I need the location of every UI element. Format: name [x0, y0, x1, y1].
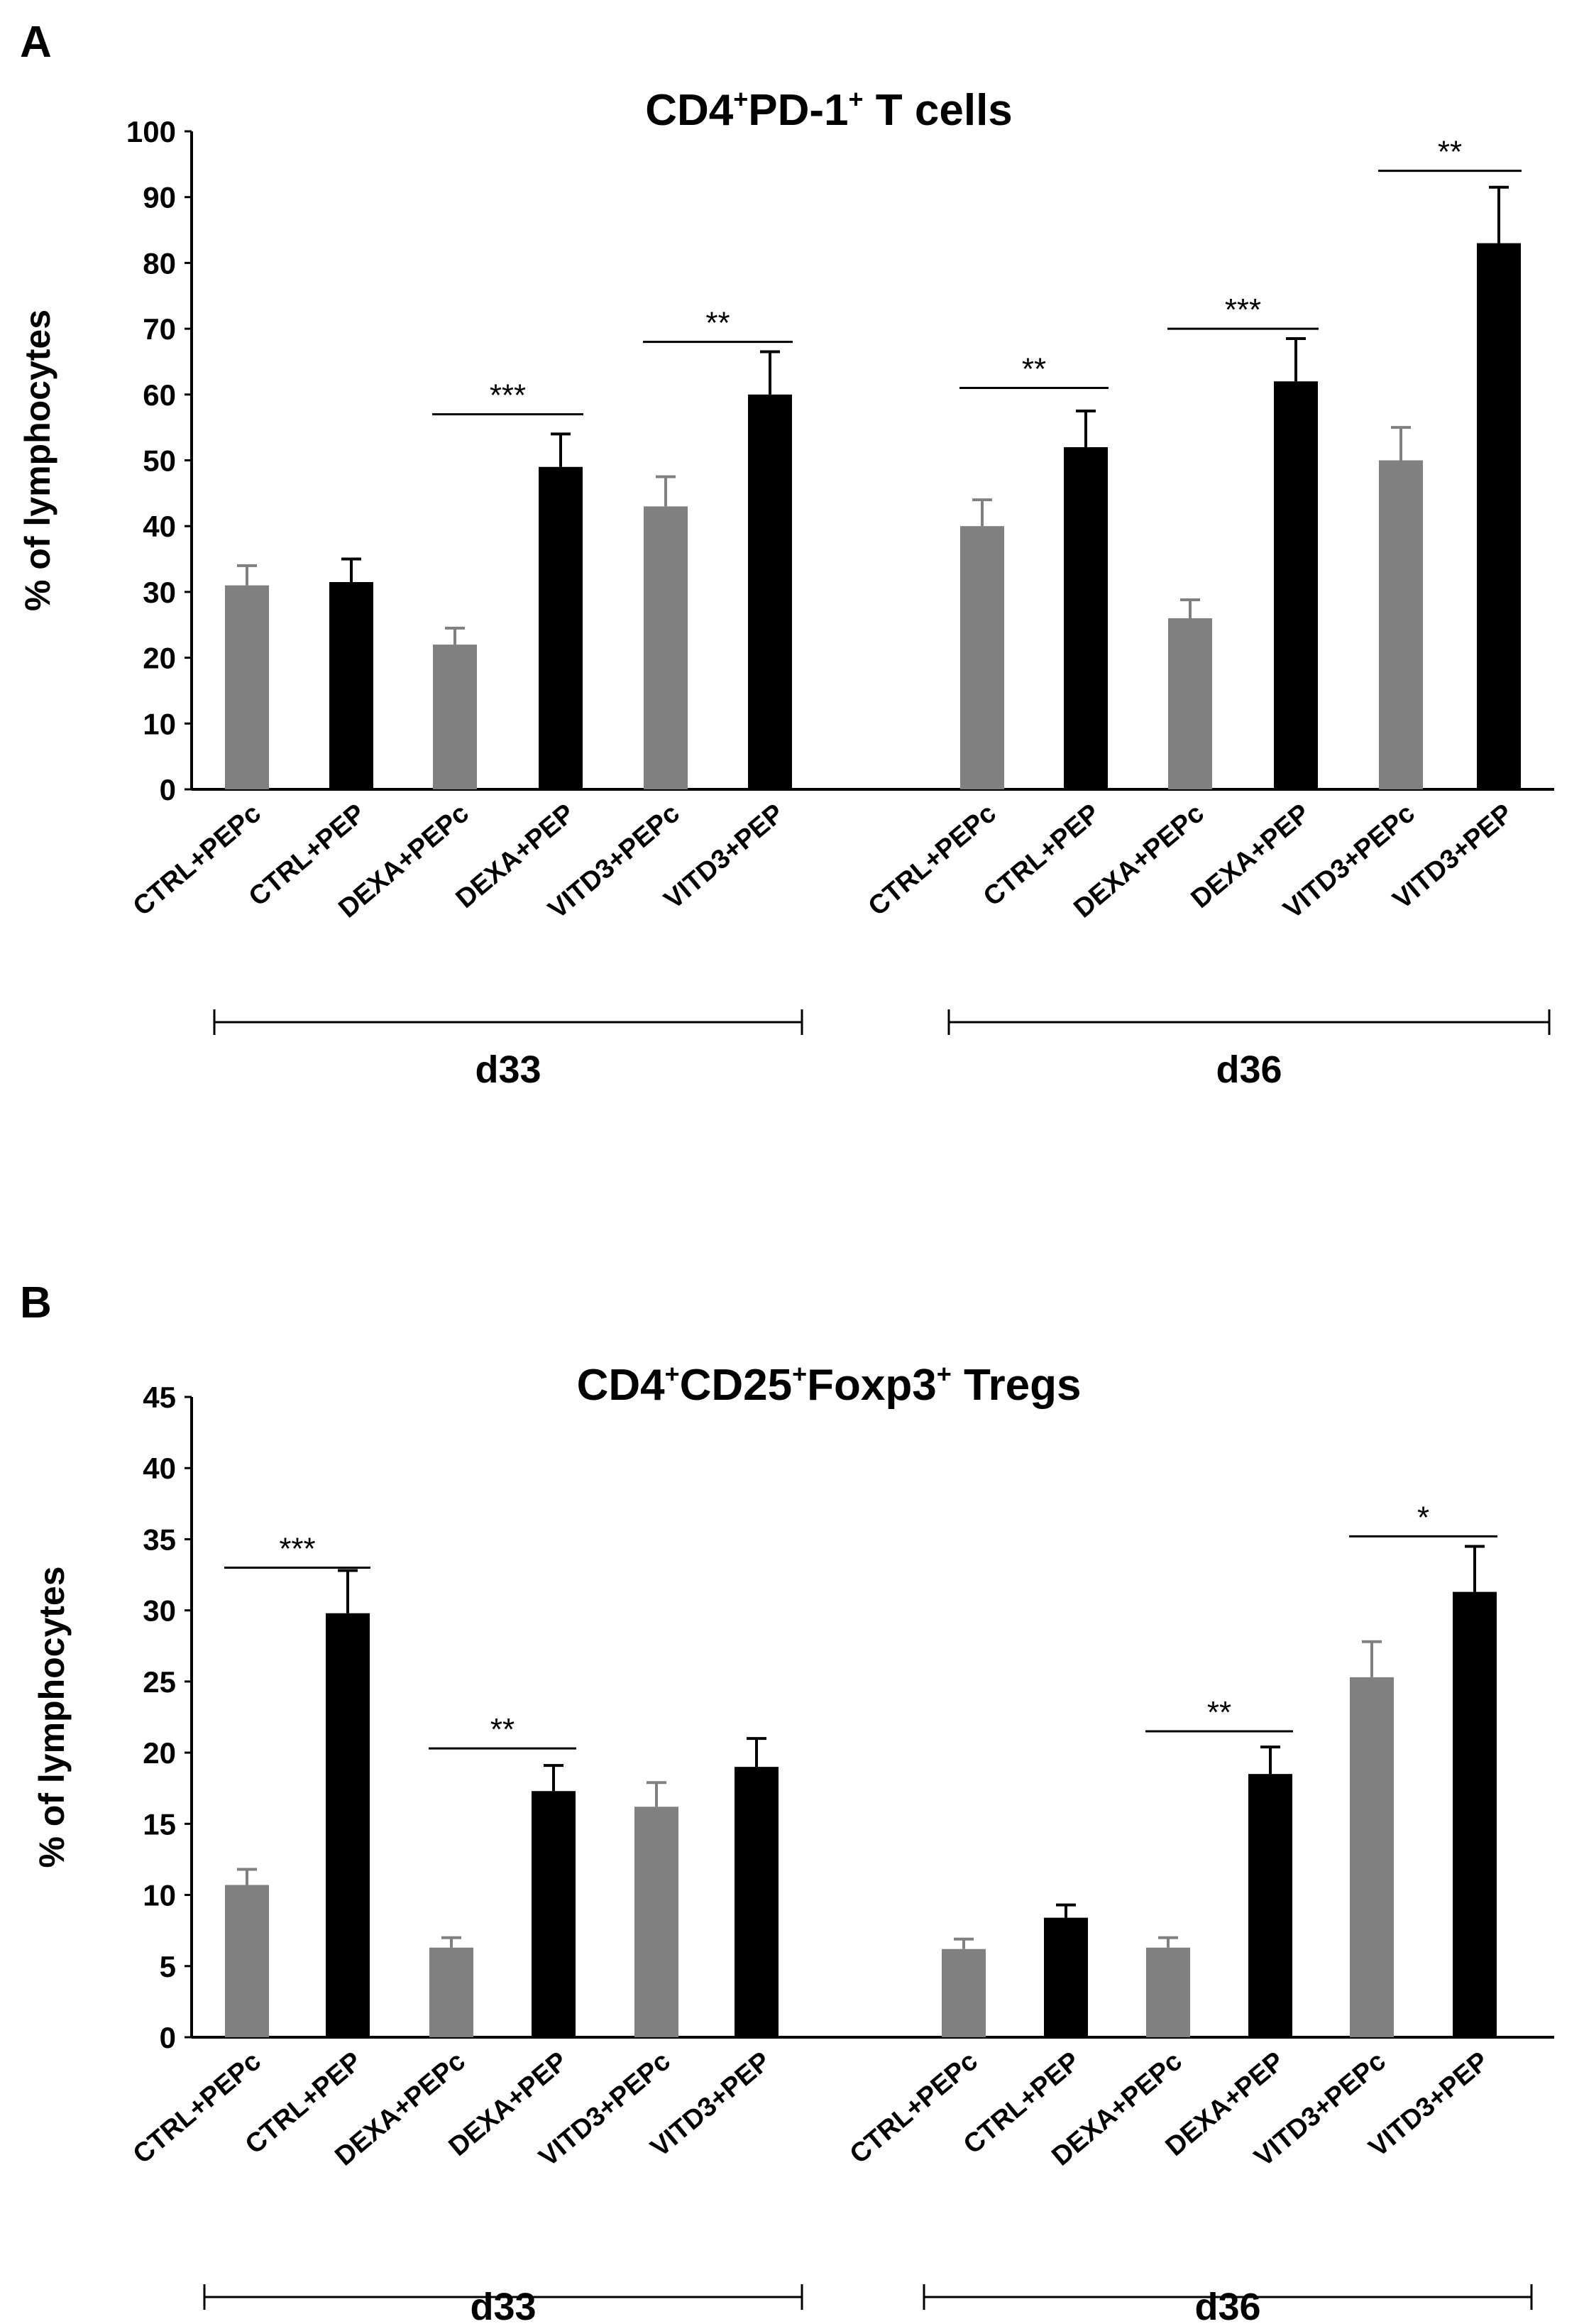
y-tick-label: 80 — [143, 246, 176, 280]
y-tick-label: 90 — [143, 181, 176, 214]
bar — [735, 1767, 779, 2037]
bar — [326, 1613, 370, 2037]
y-tick-label: 15 — [143, 1807, 176, 1841]
bar — [1064, 446, 1108, 789]
significance-label: * — [1417, 1500, 1429, 1535]
bar — [429, 1947, 473, 2037]
y-tick-label: 10 — [143, 1879, 176, 1912]
bar — [960, 526, 1004, 789]
group-label: d36 — [1216, 1048, 1282, 1091]
y-tick-label: 30 — [143, 1594, 176, 1628]
y-tick-label: 5 — [160, 1950, 176, 1983]
chart-a: 0 10 20 30 40 50 60 70 80 90 100 % of lymphocytes CT… — [18, 115, 1554, 1091]
group-label: d33 — [470, 2286, 536, 2324]
significance-label: ** — [490, 1712, 515, 1747]
y-tick-label: 25 — [143, 1665, 176, 1699]
bar — [1146, 1947, 1190, 2037]
category-label: CTRL+PEPc — [128, 2046, 267, 2170]
y-tick-label: 10 — [143, 707, 176, 740]
y-axis-title: % of lymphocytes — [32, 1566, 72, 1868]
significance-label: ** — [1438, 135, 1462, 170]
bar — [225, 585, 269, 789]
bar — [1274, 381, 1318, 789]
group-label: d36 — [1194, 2286, 1260, 2324]
panel-letter-a: A — [20, 18, 52, 67]
bar — [532, 1791, 576, 2037]
significance-label: *** — [490, 378, 526, 413]
y-tick-label: 70 — [143, 312, 176, 346]
bar — [433, 645, 477, 789]
category-label: CTRL+PEPc — [863, 799, 1002, 922]
bar — [1477, 243, 1521, 790]
significance-label: ** — [1207, 1695, 1231, 1730]
category-label: CTRL+PEPc — [845, 2046, 984, 2170]
y-tick-label: 20 — [143, 642, 176, 675]
bar — [942, 1948, 986, 2037]
bar — [1248, 1774, 1292, 2037]
y-tick-label: 30 — [143, 576, 176, 609]
significance-label: *** — [279, 1532, 315, 1567]
y-tick-label: 40 — [143, 1452, 176, 1485]
chart-b-title: CD4+CD25+Foxp3+ Tregs — [577, 1359, 1082, 1410]
y-tick-label: 0 — [160, 773, 176, 806]
significance-label: *** — [1225, 292, 1261, 327]
chart-b: 0 5 10 15 20 25 30 35 40 45 % of lymphocytes CTRL+P… — [32, 1381, 1554, 2324]
bar — [644, 506, 688, 789]
bar — [1350, 1677, 1394, 2037]
y-tick-label: 100 — [126, 115, 176, 148]
y-tick-label: 50 — [143, 444, 176, 478]
y-tick-label: 60 — [143, 378, 176, 412]
panel-letter-b: B — [20, 1278, 52, 1327]
bar — [748, 394, 792, 789]
y-axis-title: % of lymphocytes — [18, 309, 57, 611]
bar — [1168, 618, 1212, 789]
y-tick-label: 0 — [160, 2021, 176, 2054]
y-tick-label: 45 — [143, 1381, 176, 1414]
chart-a-title: CD4+PD-1+ T cells — [645, 84, 1013, 135]
y-tick-label: 20 — [143, 1736, 176, 1770]
significance-label: ** — [705, 306, 730, 341]
y-tick-label: 35 — [143, 1523, 176, 1556]
y-tick-label: 40 — [143, 510, 176, 543]
bar — [1453, 1591, 1497, 2037]
bar — [1044, 1917, 1088, 2037]
bar — [1379, 460, 1423, 789]
bar — [329, 581, 373, 789]
bar — [539, 466, 583, 789]
category-label: CTRL+PEPc — [128, 799, 267, 922]
bar — [634, 1807, 678, 2037]
significance-label: ** — [1022, 352, 1046, 387]
bar — [225, 1885, 269, 2037]
group-label: d33 — [475, 1048, 541, 1091]
